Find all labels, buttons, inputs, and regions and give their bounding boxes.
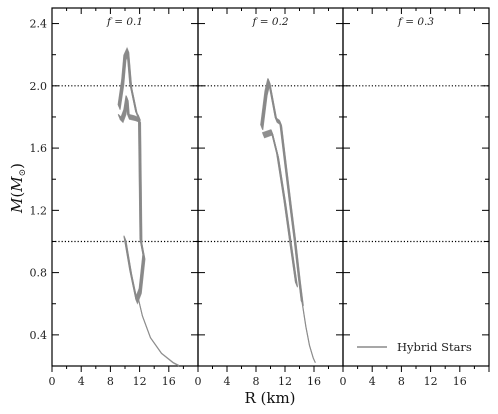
x-tick-label: 0: [195, 375, 202, 388]
panel-label: f = 0.2: [251, 16, 288, 28]
curve-upper-outline: [119, 100, 141, 124]
y-tick-label: 0.8: [30, 267, 48, 280]
curve-lower: [125, 122, 146, 305]
x-tick-label: 12: [278, 375, 292, 388]
x-tick-label: 16: [307, 375, 321, 388]
y-tick-label: 1.6: [30, 142, 48, 155]
curve-middle: [280, 125, 304, 306]
panel-2: 0 4 8 12 16 f = 0.2: [195, 7, 344, 388]
x-tick-label: 12: [133, 375, 147, 388]
x-tick-label: 16: [162, 375, 176, 388]
panel-1: 0 4 8 12 16 0.4 0.8 1.2 1.6 2.0 2.4 f = 0.1: [30, 7, 199, 388]
curve-upper: [262, 83, 282, 131]
curve-middle-outline: [263, 133, 299, 288]
x-tick-label: 16: [453, 375, 467, 388]
panel-3: 0 4 8 12 16 f = 0.3: [340, 7, 490, 388]
legend-label: Hybrid Stars: [397, 340, 472, 354]
x-tick-label: 0: [49, 375, 56, 388]
panel-label: f = 0.3: [397, 16, 434, 28]
curve-upper: [119, 51, 141, 121]
x-tick-label: 8: [398, 375, 405, 388]
y-tick-label: 2.0: [30, 80, 48, 93]
y-tick-label: 2.4: [30, 18, 48, 31]
x-tick-label: 4: [369, 375, 376, 388]
curve-tail: [137, 297, 180, 367]
panels-group: 0 4 8 12 16 0.4 0.8 1.2 1.6 2.0 2.4 f = 0.1 0 4 8 12 16 f…: [30, 7, 490, 388]
panel-frame: [342, 7, 490, 367]
legend: Hybrid Stars: [357, 340, 472, 354]
curve-tail: [301, 303, 316, 364]
y-tick-label: 0.4: [30, 329, 48, 342]
x-tick-label: 4: [224, 375, 231, 388]
y-tick-label: 1.2: [30, 204, 48, 217]
x-tick-label: 0: [340, 375, 347, 388]
x-tick-label: 8: [107, 375, 114, 388]
x-axis-title: R (km): [244, 389, 295, 407]
x-tick-label: 4: [78, 375, 85, 388]
panel-label: f = 0.1: [106, 16, 143, 28]
x-tick-label: 12: [424, 375, 438, 388]
y-axis-title: M(M⊙): [8, 163, 28, 214]
curve-tail: [137, 296, 180, 366]
x-tick-label: 8: [253, 375, 260, 388]
panel-frame: [197, 7, 344, 367]
